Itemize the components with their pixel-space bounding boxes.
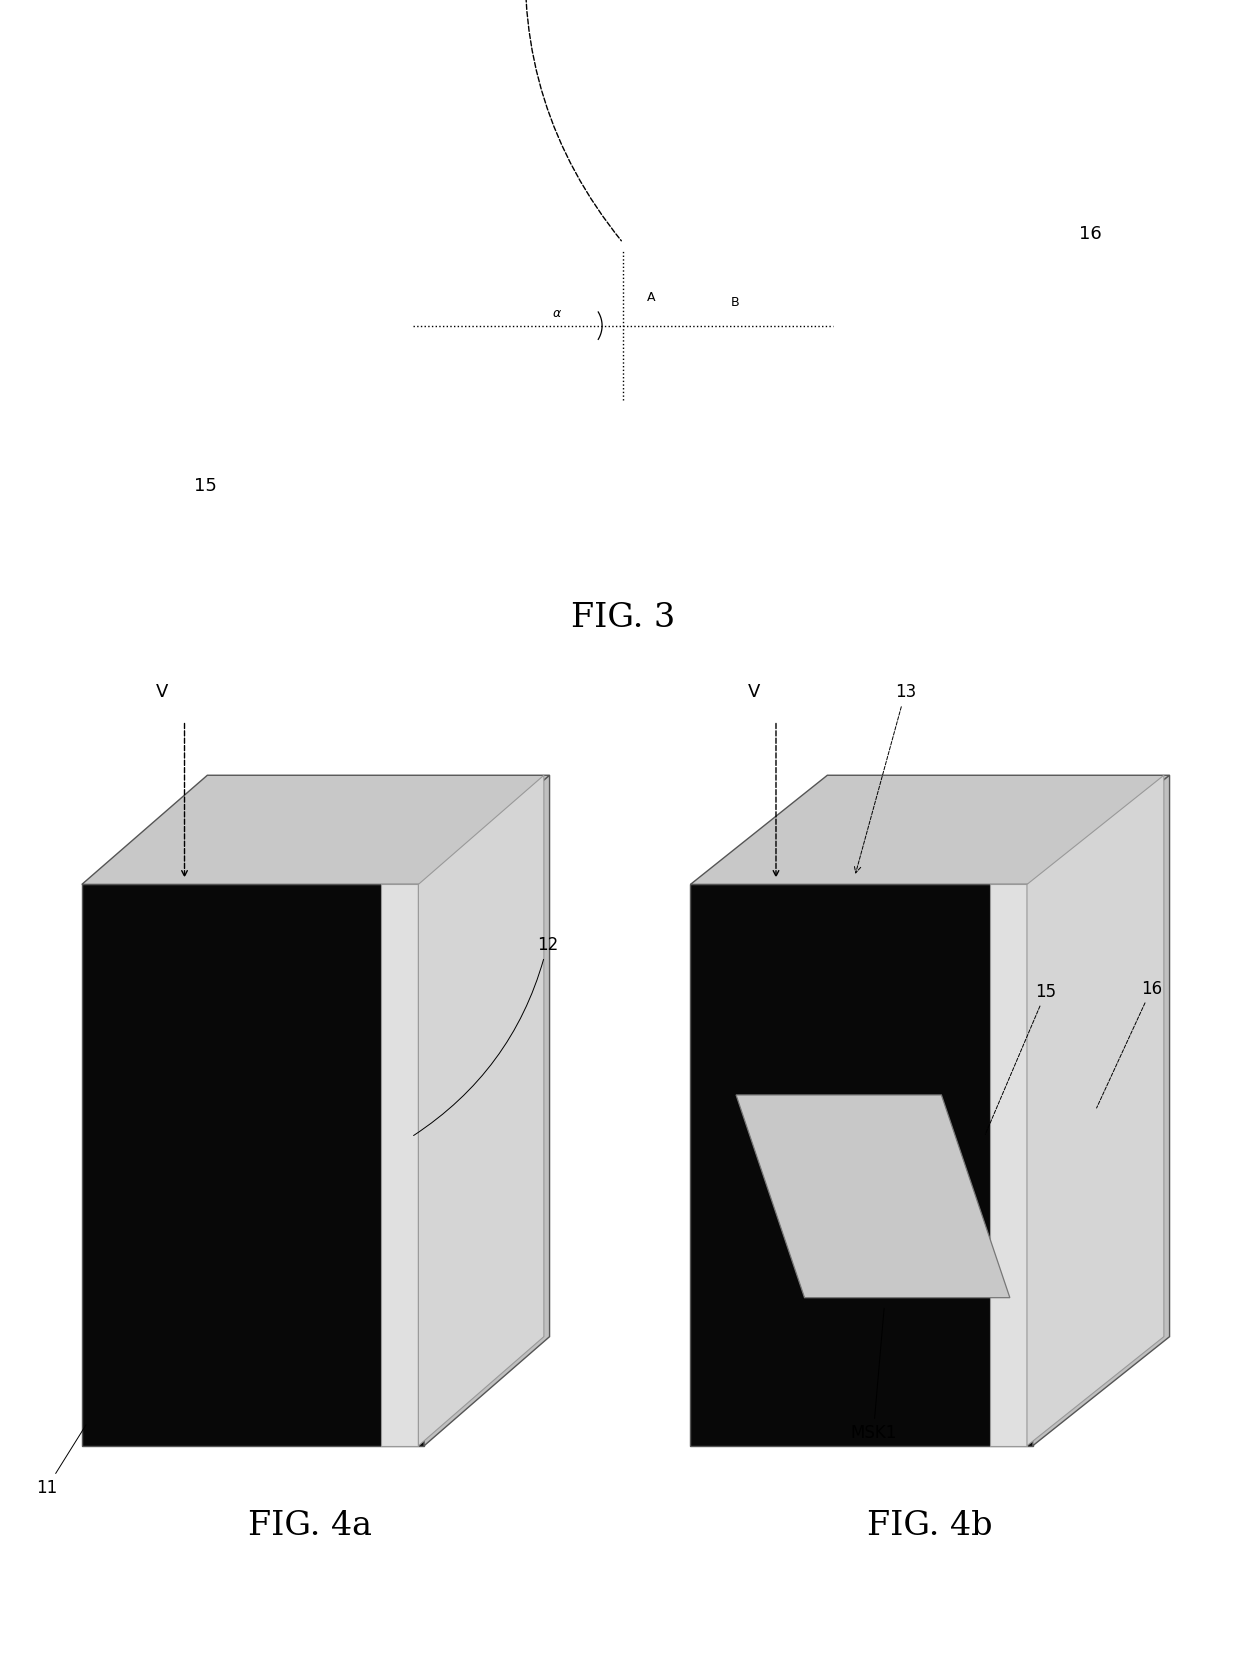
Polygon shape — [691, 775, 1169, 884]
Text: FIG. 4a: FIG. 4a — [248, 1510, 372, 1543]
Text: 15: 15 — [195, 476, 217, 494]
Text: x: x — [427, 513, 434, 526]
Polygon shape — [691, 884, 1033, 1445]
Polygon shape — [737, 1095, 1009, 1297]
Text: B: B — [730, 297, 739, 309]
Polygon shape — [82, 775, 549, 884]
Text: FIG. 4b: FIG. 4b — [867, 1510, 993, 1543]
Text: V: V — [156, 684, 169, 702]
Text: 11: 11 — [36, 1425, 86, 1496]
Polygon shape — [82, 884, 424, 1445]
Text: 13: 13 — [854, 684, 916, 873]
Text: 16: 16 — [1079, 226, 1101, 244]
Polygon shape — [418, 775, 544, 1445]
Polygon shape — [413, 251, 833, 400]
Text: MSK1: MSK1 — [851, 1309, 897, 1442]
Text: $\alpha$: $\alpha$ — [552, 307, 562, 320]
Polygon shape — [990, 884, 1027, 1445]
Text: 15: 15 — [986, 982, 1056, 1135]
Text: 16: 16 — [1096, 979, 1162, 1108]
Polygon shape — [1027, 775, 1164, 1445]
Polygon shape — [424, 775, 549, 1445]
Text: V: V — [748, 684, 760, 702]
Text: 12: 12 — [414, 936, 558, 1135]
Polygon shape — [1033, 775, 1169, 1445]
Text: FIG. 3: FIG. 3 — [570, 602, 676, 634]
Polygon shape — [382, 884, 418, 1445]
Text: y: y — [340, 441, 347, 455]
Text: A: A — [647, 290, 656, 304]
